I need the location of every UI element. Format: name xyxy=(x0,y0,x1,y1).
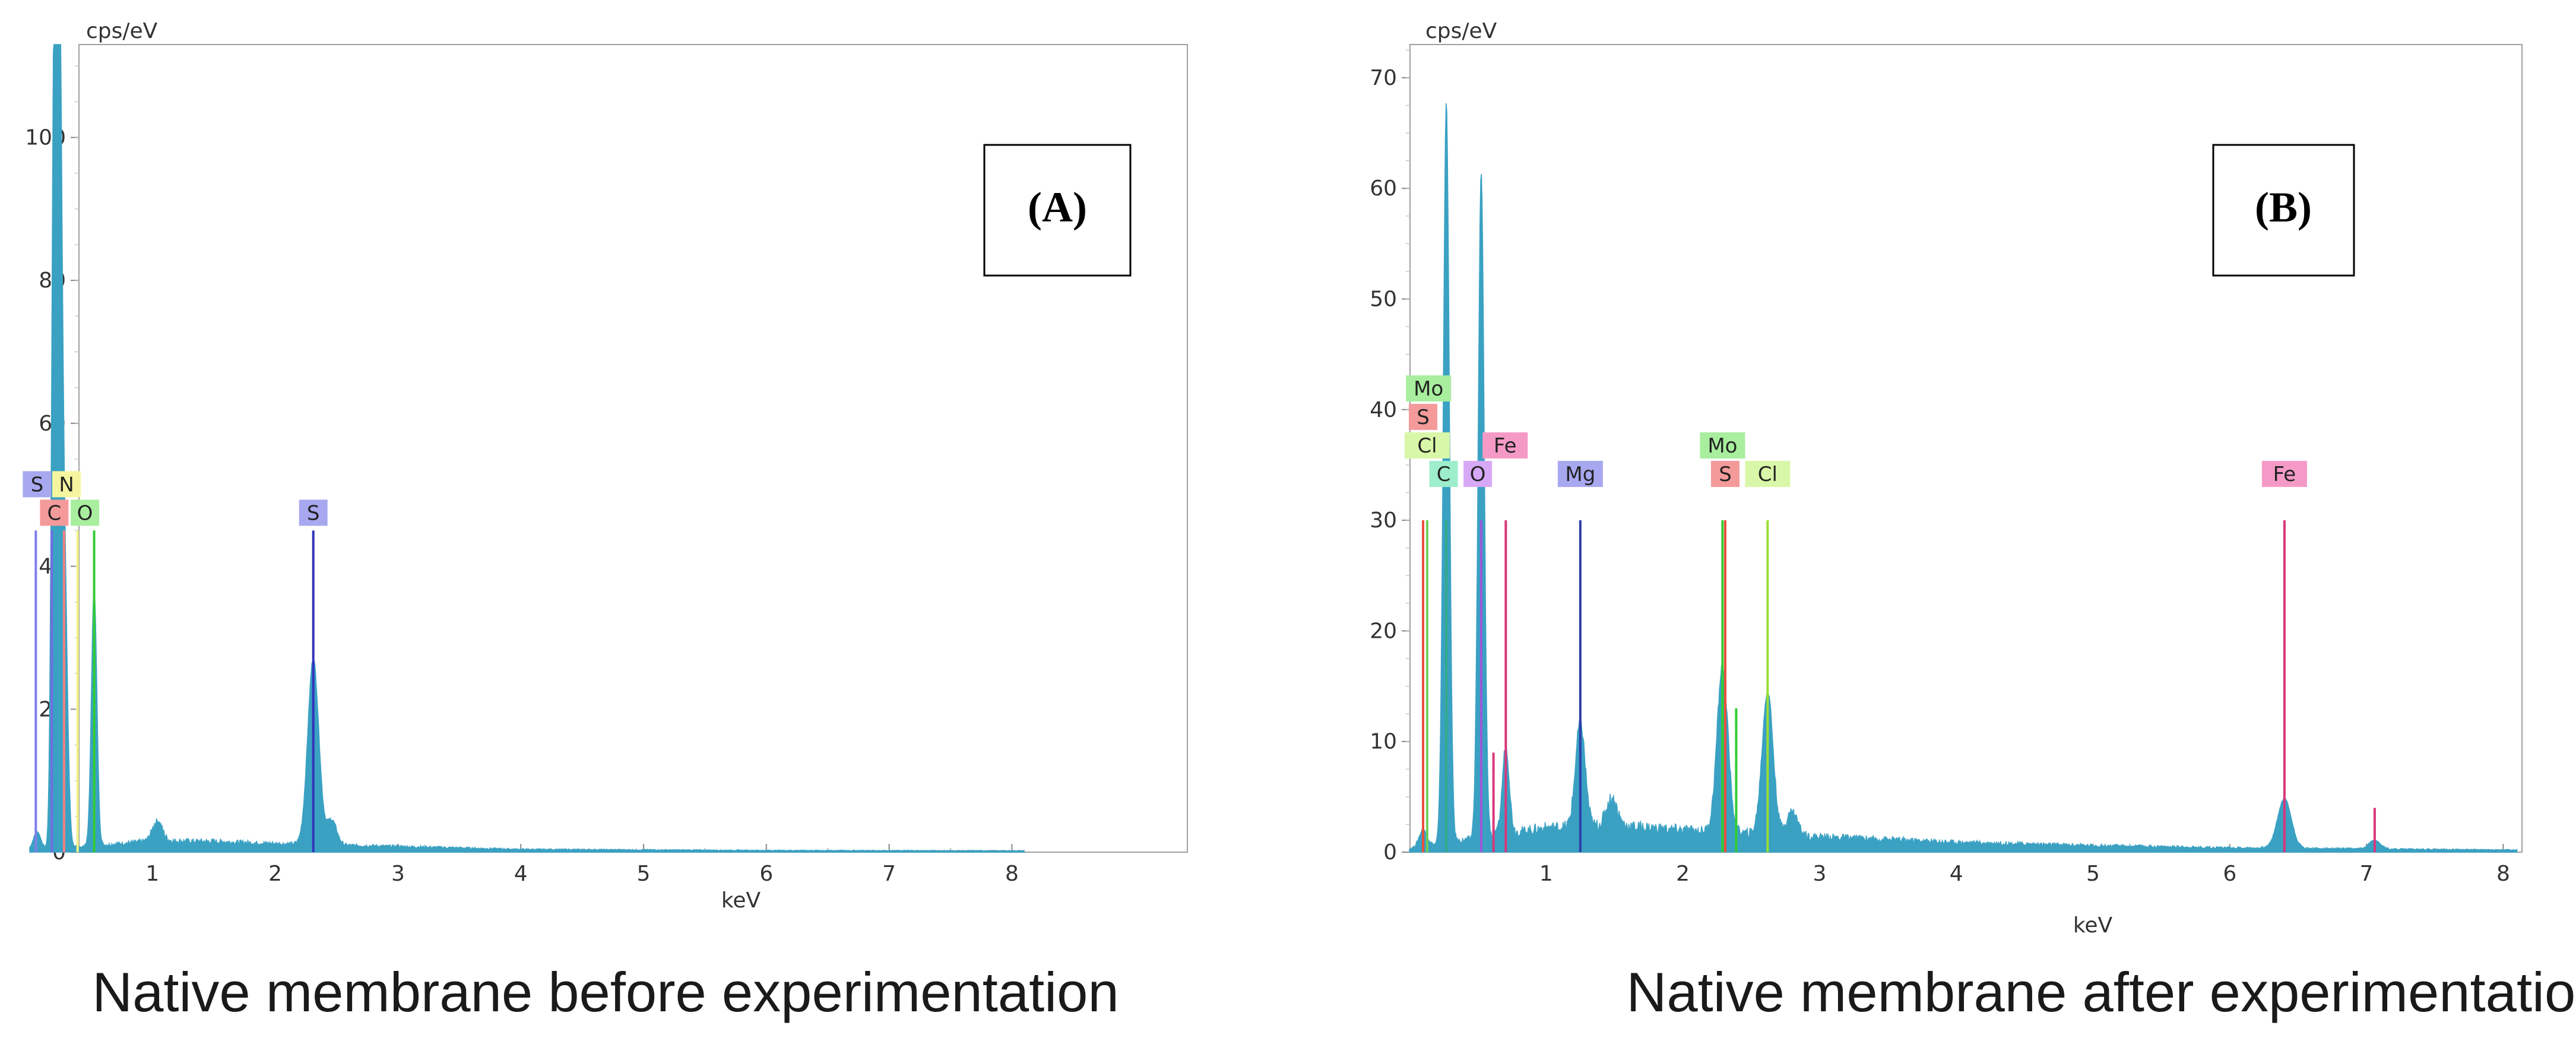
y-tick-label: 30 xyxy=(1370,508,1397,533)
panel-label-b: (B) xyxy=(2255,183,2312,231)
element-label-text: Fe xyxy=(2273,463,2296,486)
x-tick-label: 5 xyxy=(2086,862,2100,886)
element-label-text: S xyxy=(1719,463,1732,486)
element-label-bg xyxy=(299,499,328,526)
y-tick-label: 60 xyxy=(1370,176,1397,201)
y-tick-label: 10 xyxy=(1370,730,1397,754)
element-label-bg xyxy=(1482,432,1528,459)
element-label-bg xyxy=(1745,461,1791,488)
element-label: N xyxy=(52,471,81,498)
element-label-text: Mg xyxy=(1565,463,1595,486)
element-label: Mg xyxy=(1557,461,1603,488)
panel-label-a: (A) xyxy=(1028,183,1087,231)
panel-label-box-b xyxy=(2212,144,2355,277)
element-label-bg xyxy=(1404,432,1450,459)
x-tick-label: 7 xyxy=(882,862,896,886)
spectrum-area-a xyxy=(29,44,1025,853)
element-label-bg xyxy=(23,471,52,498)
element-label: Mo xyxy=(1700,432,1745,459)
y-tick-label: 0 xyxy=(1383,840,1397,865)
x-tick-label: 5 xyxy=(637,862,651,886)
element-label-text: C xyxy=(47,501,61,525)
element-labels-a: S NC O S xyxy=(23,471,328,526)
element-label: Mo xyxy=(1406,375,1452,402)
y-tick-label: 50 xyxy=(1370,287,1397,311)
x-axis-label-b: keV xyxy=(2073,913,2113,938)
element-label-bg xyxy=(1406,375,1452,402)
x-tick-label: 7 xyxy=(2360,862,2374,886)
x-tick-label: 4 xyxy=(514,862,528,886)
x-axis-label-a: keV xyxy=(721,888,761,913)
element-label: O xyxy=(1463,461,1493,488)
x-tick-label: 4 xyxy=(1950,862,1963,886)
element-label-text: O xyxy=(1470,463,1486,486)
y-tick-label: 20 xyxy=(1370,619,1397,643)
element-label-bg xyxy=(1557,461,1603,488)
element-label-text: S xyxy=(31,473,44,496)
element-label-bg xyxy=(40,499,69,526)
plot-frame-b xyxy=(1409,44,2523,853)
x-tick-label: 2 xyxy=(268,862,282,886)
x-tick-label: 2 xyxy=(1676,862,1690,886)
element-label-text: O xyxy=(77,501,93,525)
spectrum-path xyxy=(1409,103,2518,853)
element-label-bg xyxy=(52,471,81,498)
element-label-bg xyxy=(1429,461,1458,488)
element-label-text: N xyxy=(59,473,74,496)
element-label: S xyxy=(1409,404,1438,431)
element-label-text: Mo xyxy=(1414,377,1443,401)
element-label: Cl xyxy=(1745,461,1791,488)
x-tick-label: 6 xyxy=(759,862,773,886)
x-tick-label: 3 xyxy=(1813,862,1826,886)
spectrum-area-b xyxy=(1409,103,2518,853)
element-label-bg xyxy=(1463,461,1493,488)
element-label-text: S xyxy=(1417,406,1430,429)
element-label: O xyxy=(71,499,100,526)
y-unit-label-b: cps/eV xyxy=(1425,19,1497,43)
y-tick-label: 40 xyxy=(1370,398,1397,422)
element-label: C xyxy=(1429,461,1458,488)
element-marker-lines-a xyxy=(34,530,315,852)
element-label-bg xyxy=(71,499,100,526)
x-tick-label: 1 xyxy=(1539,862,1553,886)
element-label: C xyxy=(40,499,69,526)
y-unit-label-a: cps/eV xyxy=(86,19,158,43)
element-marker-lines-b xyxy=(1422,520,2376,852)
caption-a: Native membrane before experimentation xyxy=(92,961,1119,1023)
element-labels-b: Mo S Cl Fe Mo C O Mg S Cl Fe xyxy=(1404,375,2307,488)
spectrum-path xyxy=(29,44,1025,853)
element-label-text: S xyxy=(307,501,320,525)
element-label: S xyxy=(23,471,52,498)
eds-spectrum-panel-b: cps/eV keV 1 2 3 4 5 6 7 8 0 10 20 30 40 50 60 70 Mo S Cl… xyxy=(1370,19,2576,1023)
x-tick-label: 1 xyxy=(145,862,159,886)
panel-label-box-a xyxy=(983,144,1132,277)
caption-b: Native membrane after experimentation xyxy=(1626,961,2576,1023)
element-label-bg xyxy=(1710,461,1739,488)
element-label-bg xyxy=(1409,404,1438,431)
element-label: Fe xyxy=(2261,461,2307,488)
element-label-text: Cl xyxy=(1758,463,1777,486)
element-label-bg xyxy=(1700,432,1745,459)
element-label: Cl xyxy=(1404,432,1450,459)
x-tick-label: 8 xyxy=(2496,862,2510,886)
element-label: S xyxy=(1710,461,1739,488)
element-label-bg xyxy=(2261,461,2307,488)
x-tick-label: 3 xyxy=(391,862,405,886)
element-label-text: Mo xyxy=(1707,434,1737,458)
element-label-text: Cl xyxy=(1417,434,1437,458)
element-label-text: Fe xyxy=(1494,434,1517,458)
element-label-text: C xyxy=(1437,463,1451,486)
x-tick-label: 6 xyxy=(2223,862,2236,886)
element-label: S xyxy=(299,499,328,526)
y-tick-label: 70 xyxy=(1370,66,1397,90)
x-tick-label: 8 xyxy=(1005,862,1019,886)
element-label: Fe xyxy=(1482,432,1528,459)
